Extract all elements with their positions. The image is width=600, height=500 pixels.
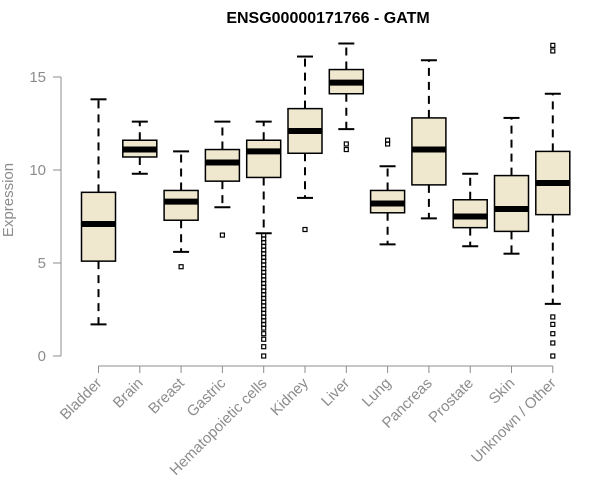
box	[493, 174, 530, 233]
y-tick-label: 15	[29, 69, 46, 86]
outlier-point	[550, 314, 556, 320]
box	[245, 139, 282, 179]
x-tick-label: Prostate	[425, 375, 477, 427]
y-tick-label: 10	[29, 162, 46, 179]
box	[163, 189, 199, 221]
x-tick-label: Liver	[318, 375, 353, 410]
y-axis-label: Expression	[0, 163, 17, 237]
outlier-point	[302, 226, 308, 233]
outlier-point	[261, 344, 267, 350]
chart-title: ENSG00000171766 - GATM	[226, 10, 429, 27]
x-tick-label: Bladder	[57, 375, 106, 424]
box-group	[204, 120, 241, 238]
outlier-point	[343, 141, 349, 147]
box-group	[411, 59, 447, 220]
box-group	[80, 98, 117, 326]
outlier-point	[550, 321, 556, 327]
box-group	[369, 137, 406, 246]
x-tick-label: Brain	[110, 375, 147, 412]
box-group	[245, 120, 282, 359]
box-group	[328, 42, 365, 153]
box-group	[493, 116, 530, 255]
boxes	[80, 42, 571, 359]
y-axis: 0 5 10 15	[29, 69, 62, 365]
outlier-point	[385, 141, 391, 147]
outlier-point	[261, 336, 267, 342]
box-group	[122, 120, 158, 175]
outlier-point	[261, 325, 267, 331]
outlier-point	[261, 331, 267, 337]
box-group	[535, 42, 571, 359]
outlier-point	[550, 42, 556, 48]
outlier-point	[550, 353, 556, 359]
box-group	[452, 172, 488, 248]
x-tick-label: Kidney	[267, 374, 312, 419]
outlier-point	[343, 146, 349, 153]
outlier-point	[550, 331, 556, 337]
outlier-point	[219, 232, 225, 238]
outlier-point	[261, 353, 267, 359]
outlier-point	[550, 48, 556, 54]
x-tick-label: Skin	[486, 375, 519, 408]
box-group	[163, 150, 199, 270]
outlier-point	[550, 340, 556, 346]
x-tick-label: Lung	[359, 375, 395, 411]
y-tick-label: 5	[38, 255, 46, 272]
outlier-point	[178, 264, 184, 270]
box-group	[287, 55, 323, 233]
y-tick-label: 0	[38, 348, 46, 365]
x-tick-label: Breast	[145, 374, 188, 417]
